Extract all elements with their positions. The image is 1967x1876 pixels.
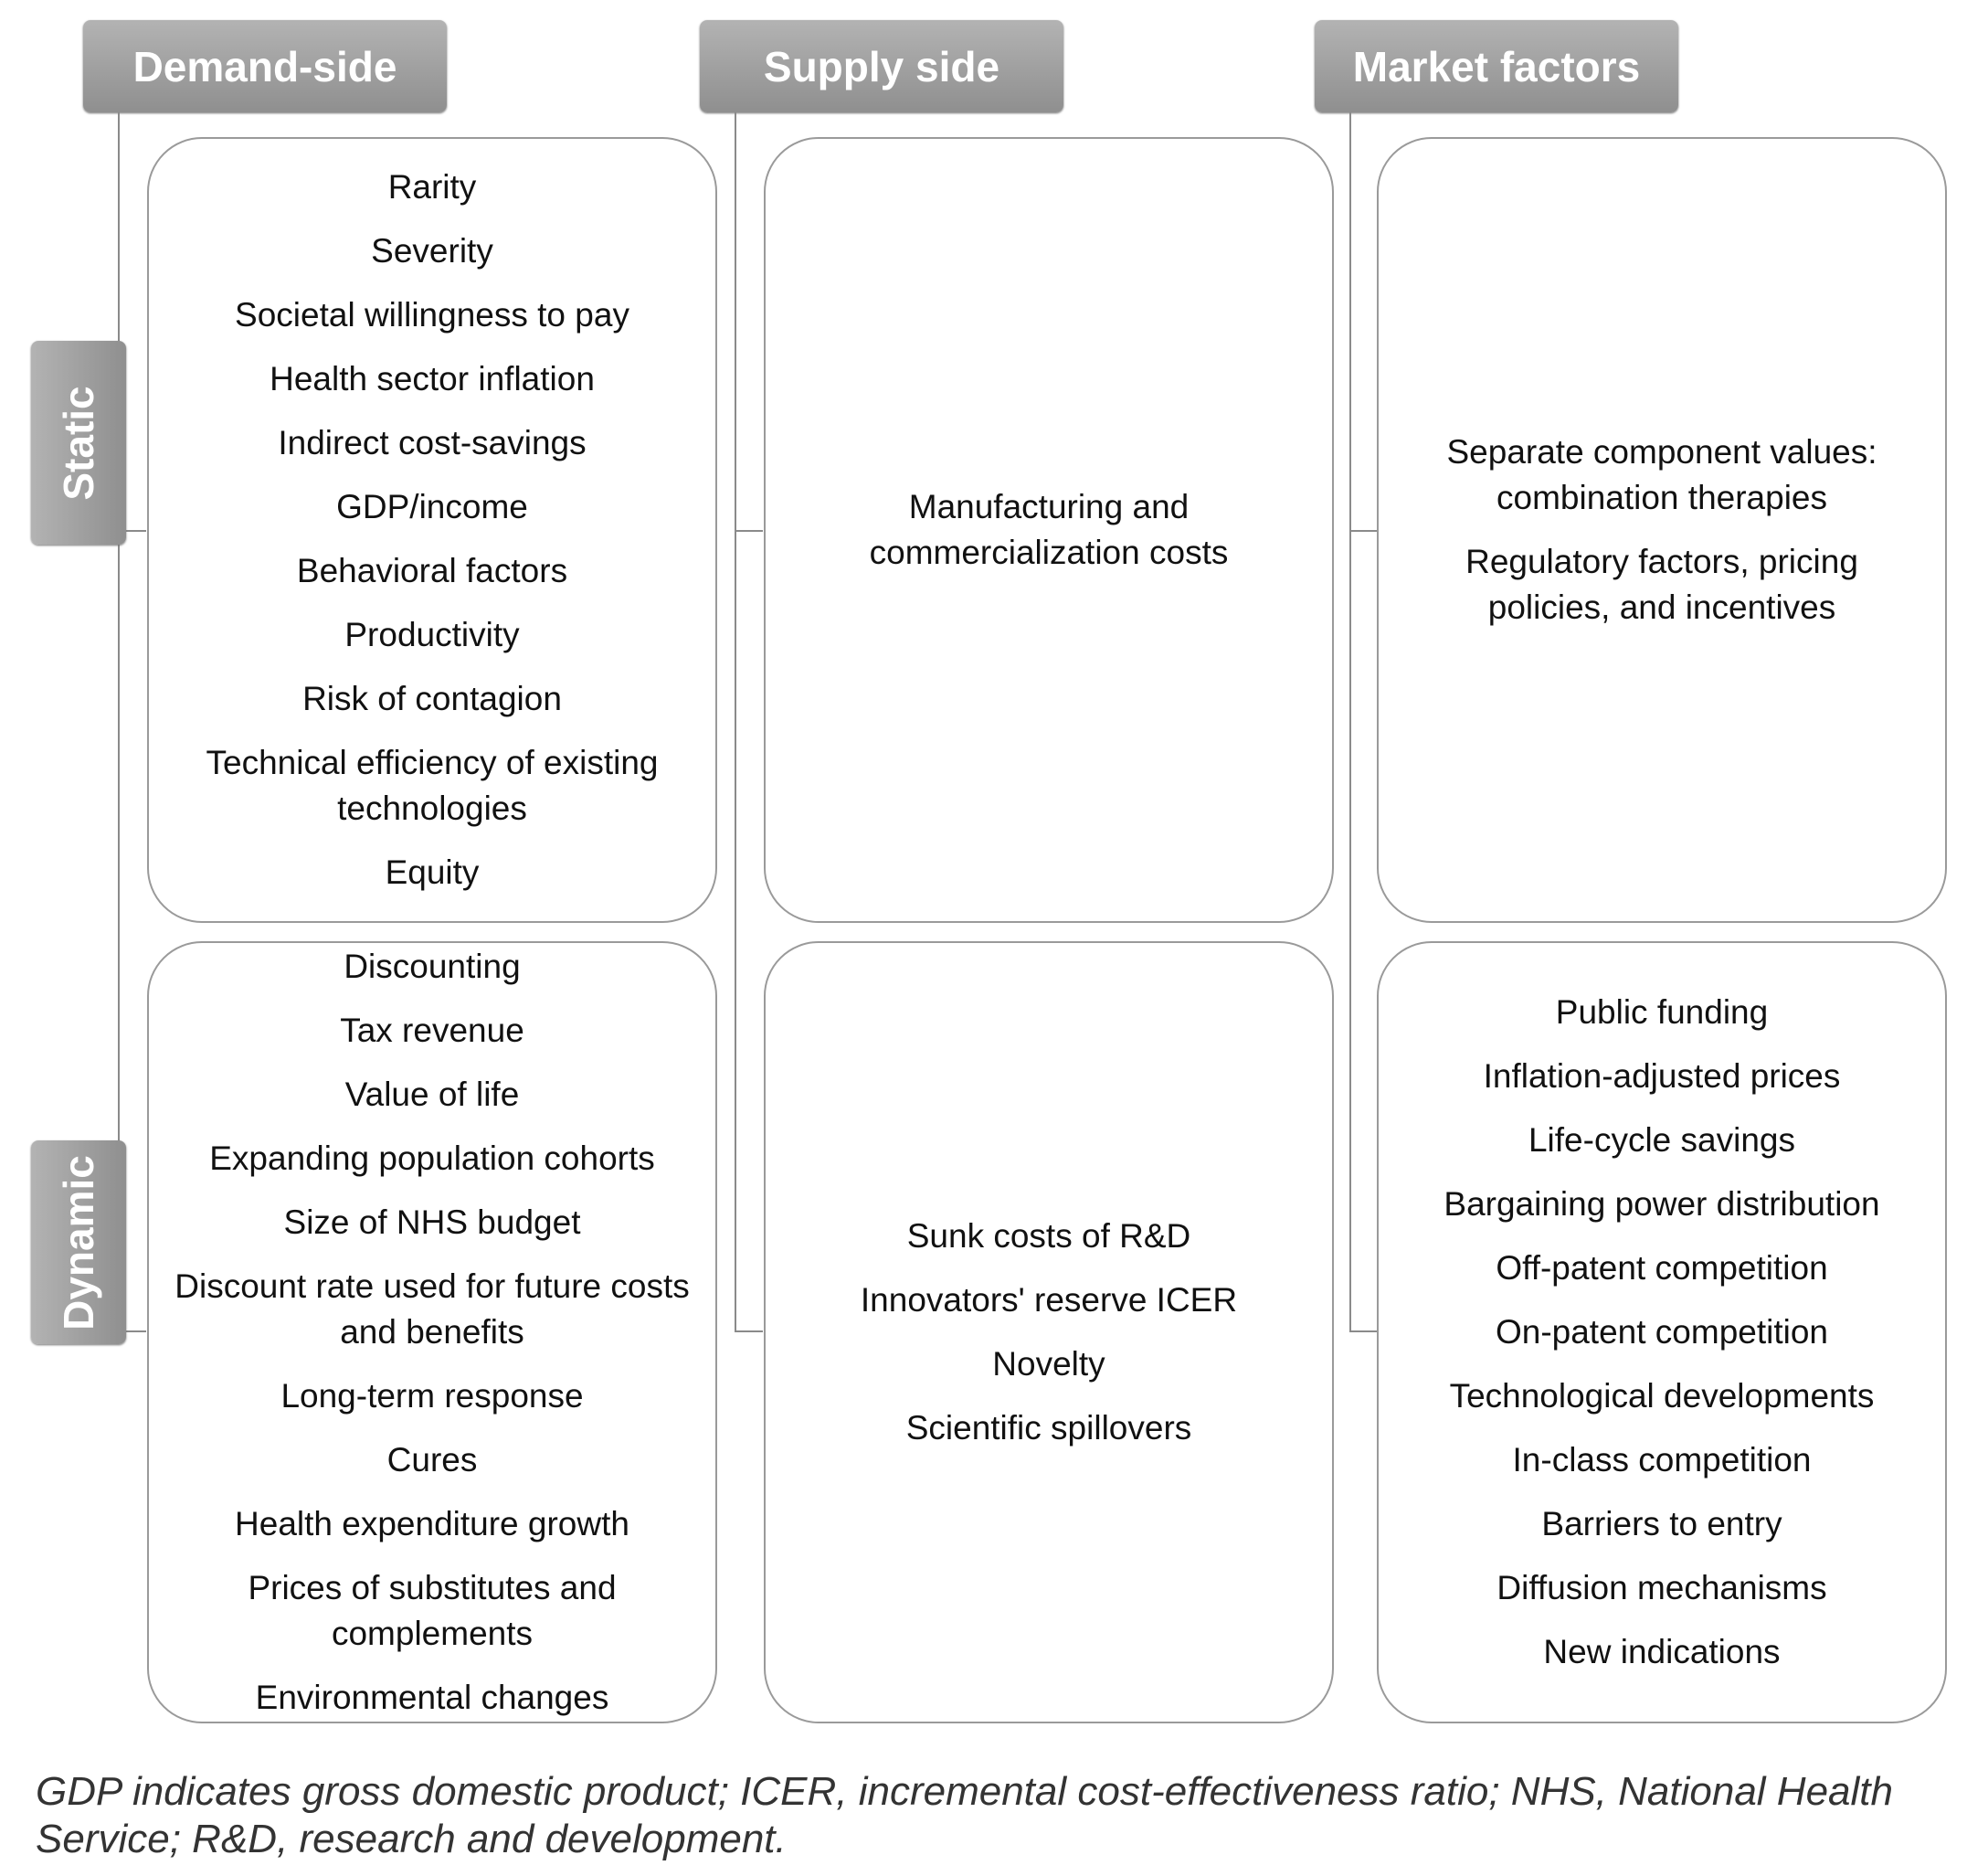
factor-item: Public funding [1555,993,1769,1031]
factor-item: Prices of substitutes and complements [248,1569,617,1652]
factor-item: Off-patent competition [1496,1249,1828,1287]
connector-tick [735,1330,763,1332]
factor-item: Inflation-adjusted prices [1483,1057,1841,1095]
factor-item: Equity [385,853,480,891]
factor-item: Life-cycle savings [1528,1121,1795,1159]
factor-item: Societal willingness to pay [235,296,629,334]
factor-item: Bargaining power distribution [1444,1185,1880,1223]
factor-item: Sunk costs of R&D [906,1217,1191,1255]
factor-item: Technological developments [1449,1377,1875,1415]
cell-market-static: Separate component values: combination t… [1377,137,1947,923]
header-market-factors: Market factors [1315,20,1678,112]
cell-supply-dynamic: Sunk costs of R&D Innovators' reserve ICE… [764,941,1334,1723]
factor-item: Cures [386,1441,478,1479]
factor-item: Tax revenue [340,1012,524,1049]
factor-item: On-patent competition [1495,1313,1829,1351]
factor-item: Discounting [344,948,521,985]
factor-item: Health sector inflation [270,360,595,397]
header-supply-side: Supply side [700,20,1063,112]
connector-market [1349,112,1351,1331]
factor-item: Indirect cost-savings [278,424,587,461]
factor-item: Severity [371,232,493,270]
factor-item: Expanding population cohorts [209,1139,655,1177]
figure-caption: GDP indicates gross domestic product; IC… [36,1769,1893,1861]
factor-item: Regulatory factors, pricing policies, an… [1465,543,1858,626]
factor-item: Diffusion mechanisms [1496,1569,1827,1606]
factor-item: Long-term response [280,1377,584,1415]
factor-item: Barriers to entry [1541,1505,1782,1542]
factor-item: Value of life [344,1076,520,1113]
factor-item: GDP/income [336,488,528,525]
cell-supply-static: Manufacturing and commercialization cost… [764,137,1334,923]
connector-tick [1349,1330,1378,1332]
factor-item: Behavioral factors [296,552,568,589]
connector-tick [118,1330,146,1332]
factor-item: Size of NHS budget [283,1203,581,1241]
factor-item: Separate component values: combination t… [1446,433,1877,516]
factor-item: New indications [1543,1633,1781,1670]
connector-supply [735,112,736,1331]
factor-item: Productivity [344,616,520,653]
cell-demand-dynamic: Discounting Tax revenue Value of life Expan… [147,941,717,1723]
connector-tick [1349,530,1378,532]
row-label-static: Static [31,341,126,545]
cell-market-dynamic: Public funding Inflation-adjusted prices L… [1377,941,1947,1723]
factor-item: Health expenditure growth [235,1505,629,1542]
row-label-static-text: Static [55,385,102,501]
factor-item: Novelty [992,1345,1105,1383]
factor-item: In-class competition [1512,1441,1812,1479]
factor-item: Discount rate used for future costs and … [174,1267,690,1351]
header-demand-side: Demand-side [83,20,447,112]
row-label-dynamic-text: Dynamic [55,1154,102,1330]
factor-item: Rarity [387,168,477,206]
cell-demand-static: Rarity Severity Societal willingness to pa… [147,137,717,923]
row-label-dynamic: Dynamic [31,1140,126,1344]
factor-item: Environmental changes [255,1679,609,1716]
factor-item: Innovators' reserve ICER [860,1281,1238,1319]
connector-tick [118,530,146,532]
connector-demand [118,112,120,1331]
factor-item: Manufacturing and commercialization cost… [869,488,1229,571]
factor-item: Scientific spillovers [905,1409,1192,1447]
connector-tick [735,530,763,532]
factor-item: Technical efficiency of existing technol… [206,744,659,827]
factor-item: Risk of contagion [302,680,562,717]
